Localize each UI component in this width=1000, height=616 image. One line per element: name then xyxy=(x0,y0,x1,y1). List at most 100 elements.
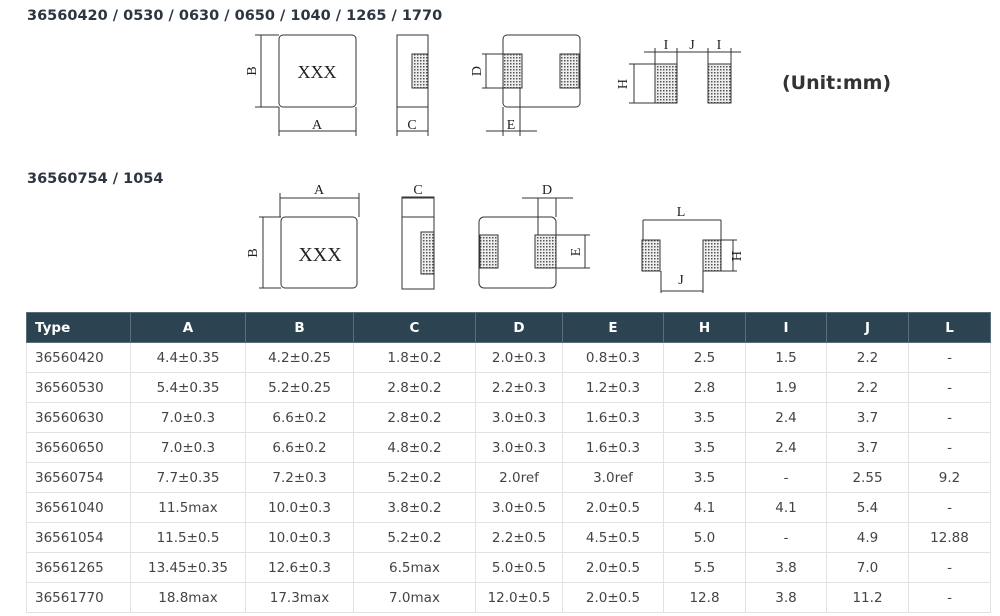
cell-j: 2.55 xyxy=(826,462,909,493)
cell-h: 5.0 xyxy=(663,522,746,553)
cell-e: 4.5±0.5 xyxy=(562,522,664,553)
cell-c: 2.8±0.2 xyxy=(353,372,476,403)
cell-l: - xyxy=(908,402,991,433)
column-header-a: A xyxy=(130,312,246,343)
marking-text: XXX xyxy=(298,62,337,82)
cell-a: 7.0±0.3 xyxy=(130,432,246,463)
cell-e: 1.6±0.3 xyxy=(562,402,664,433)
cell-b: 10.0±0.3 xyxy=(245,492,354,523)
cell-a: 4.4±0.35 xyxy=(130,342,246,373)
cell-l: 12.88 xyxy=(908,522,991,553)
cell-e: 1.2±0.3 xyxy=(562,372,664,403)
dim-label-a: A xyxy=(312,118,323,133)
cell-j: 7.0 xyxy=(826,552,909,583)
cell-b: 5.2±0.25 xyxy=(245,372,354,403)
cell-j: 4.9 xyxy=(826,522,909,553)
column-header-j: J xyxy=(826,312,909,343)
column-header-i: I xyxy=(745,312,827,343)
cell-e: 0.8±0.3 xyxy=(562,342,664,373)
dim-label-j: J xyxy=(689,38,695,53)
cell-i: 3.8 xyxy=(745,582,827,613)
drawing-side-view-1 xyxy=(396,34,429,136)
dimension-drawings: XXX A B C D E I J I H XXX A B C D E L J … xyxy=(245,34,745,293)
cell-h: 5.5 xyxy=(663,552,746,583)
column-header-l: L xyxy=(908,312,991,343)
cell-i: 2.4 xyxy=(745,402,827,433)
dim-label-d: D xyxy=(470,66,485,76)
cell-c: 4.8±0.2 xyxy=(353,432,476,463)
cell-h: 3.5 xyxy=(663,432,746,463)
cell-type: 36560530 xyxy=(26,372,131,403)
column-header-c: C xyxy=(353,312,476,343)
cell-j: 2.2 xyxy=(826,372,909,403)
cell-type: 36560630 xyxy=(26,402,131,433)
title-group-1: 36560420 / 0530 / 0630 / 0650 / 1040 / 1… xyxy=(27,8,443,24)
cell-d: 2.0±0.3 xyxy=(475,342,563,373)
dim-label-c: C xyxy=(407,118,416,133)
cell-l: - xyxy=(908,582,991,613)
cell-c: 3.8±0.2 xyxy=(353,492,476,523)
cell-i: 1.5 xyxy=(745,342,827,373)
cell-b: 12.6±0.3 xyxy=(245,552,354,583)
cell-d: 3.0±0.3 xyxy=(475,402,563,433)
cell-a: 7.0±0.3 xyxy=(130,402,246,433)
cell-l: - xyxy=(908,432,991,463)
cell-l: - xyxy=(908,372,991,403)
cell-j: 3.7 xyxy=(826,402,909,433)
cell-type: 36561040 xyxy=(26,492,131,523)
cell-a: 7.7±0.35 xyxy=(130,462,246,493)
dim-label-j-2: J xyxy=(678,273,684,288)
dim-label-c-2: C xyxy=(413,183,422,198)
cell-a: 5.4±0.35 xyxy=(130,372,246,403)
dim-label-b-2: B xyxy=(246,248,261,257)
cell-c: 2.8±0.2 xyxy=(353,402,476,433)
column-header-e: E xyxy=(562,312,664,343)
cell-l: - xyxy=(908,342,991,373)
dim-label-h-2: H xyxy=(730,251,745,261)
cell-i: - xyxy=(745,522,827,553)
cell-l: - xyxy=(908,492,991,523)
cell-i: 2.4 xyxy=(745,432,827,463)
cell-type: 36561265 xyxy=(26,552,131,583)
cell-j: 3.7 xyxy=(826,432,909,463)
table-row: 36561040 11.5max 10.0±0.3 3.8±0.2 3.0±0.5 2.0… xyxy=(26,492,991,523)
cell-j: 11.2 xyxy=(826,582,909,613)
drawing-bottom-view-2 xyxy=(478,197,590,289)
cell-type: 36560420 xyxy=(26,342,131,373)
cell-h: 12.8 xyxy=(663,582,746,613)
column-header-type: Type xyxy=(26,312,131,343)
title-group-2: 36560754 / 1054 xyxy=(27,171,164,187)
cell-h: 3.5 xyxy=(663,462,746,493)
cell-h: 3.5 xyxy=(663,402,746,433)
drawing-top-view-1 xyxy=(255,34,357,136)
cell-j: 5.4 xyxy=(826,492,909,523)
column-header-h: H xyxy=(663,312,746,343)
cell-c: 7.0max xyxy=(353,582,476,613)
cell-e: 2.0±0.5 xyxy=(562,492,664,523)
cell-e: 1.6±0.3 xyxy=(562,432,664,463)
cell-type: 36560650 xyxy=(26,432,131,463)
dim-label-i: I xyxy=(664,38,669,53)
drawing-side-view-2 xyxy=(401,196,435,290)
cell-c: 5.2±0.2 xyxy=(353,522,476,553)
cell-e: 3.0ref xyxy=(562,462,664,493)
table-row: 36560754 7.7±0.35 7.2±0.3 5.2±0.2 2.0ref 3.0r… xyxy=(26,462,991,493)
dim-label-i-2: I xyxy=(717,38,722,53)
cell-d: 2.2±0.5 xyxy=(475,522,563,553)
cell-b: 10.0±0.3 xyxy=(245,522,354,553)
table-row: 36560630 7.0±0.3 6.6±0.2 2.8±0.2 3.0±0.3 1.6±… xyxy=(26,402,991,433)
cell-c: 1.8±0.2 xyxy=(353,342,476,373)
table-header-row: Type A B C D E H I J L xyxy=(26,312,991,343)
dim-label-d-2: D xyxy=(542,183,552,198)
table-row: 36560650 7.0±0.3 6.6±0.2 4.8±0.2 3.0±0.3 1.6±… xyxy=(26,432,991,463)
cell-l: 9.2 xyxy=(908,462,991,493)
cell-d: 2.2±0.3 xyxy=(475,372,563,403)
unit-label: (Unit:mm) xyxy=(782,72,892,94)
cell-l: - xyxy=(908,552,991,583)
cell-d: 3.0±0.5 xyxy=(475,492,563,523)
cell-b: 6.6±0.2 xyxy=(245,432,354,463)
dim-label-e-2: E xyxy=(569,248,584,257)
cell-a: 18.8max xyxy=(130,582,246,613)
drawing-top-view-2 xyxy=(259,193,360,289)
drawing-bottom-view-1 xyxy=(482,34,581,136)
